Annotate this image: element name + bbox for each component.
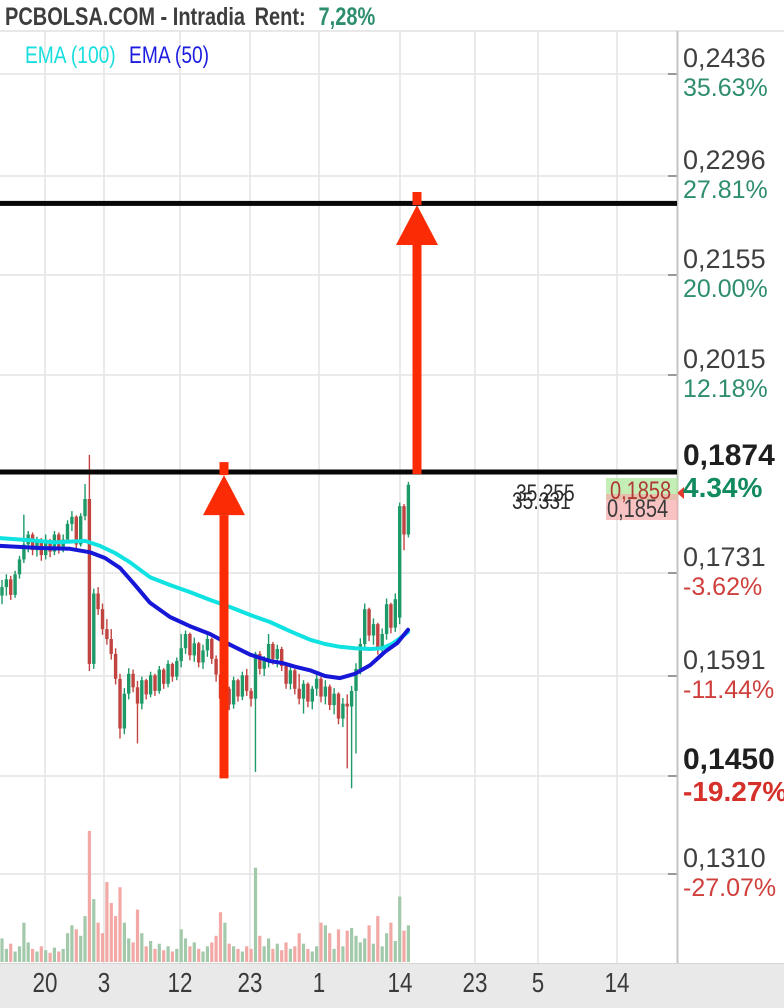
resistance-lines [0,200,677,475]
volume-bars [0,831,410,963]
rent-value: 7,28% [318,3,376,31]
y-axis-percent-label: -27.07% [683,874,777,902]
page-title: PCBOLSA.COM - Intradia [5,3,246,31]
y-axis-percent-label: 12.18% [683,375,768,403]
bid-price-highlight [606,494,678,520]
ask-size-label: 35.255 [516,480,575,507]
y-axis-price-label: 0,1874 [683,439,775,472]
ask-price-label: 0,1858 [610,477,672,505]
y-axis-price-label: 0,1310 [683,843,766,873]
chart-title-bar: PCBOLSA.COM - Intradia Rent: 7,28% [5,3,375,32]
x-axis-label: 20 [32,967,58,998]
x-axis-label: 23 [237,967,263,998]
rent-label: Rent: [254,3,306,31]
y-axis-price-label: 0,2015 [683,344,766,374]
y-axis-percent-label: 35.63% [683,74,768,102]
y-axis-price-label: 0,1591 [683,645,766,675]
bid-price-label: 0,1854 [607,495,669,523]
y-axis-percent-label: 27.81% [683,176,768,204]
x-axis-strip [0,963,784,1008]
ema100-line [0,536,410,651]
x-axis-label: 14 [387,967,413,998]
x-axis-label: 1 [312,967,326,998]
legend-ema50[interactable]: EMA (50) [129,42,210,69]
bid-size-label: 35.331 [512,488,571,515]
y-axis-percent-label: -11.44% [683,676,775,704]
signal-arrows [203,192,438,779]
y-axis-percent-label: -19.27% [683,776,784,807]
legend-ema100[interactable]: EMA (100) [25,42,116,69]
candles [0,454,411,789]
y-axis-price-label: 0,1731 [683,542,766,572]
y-axis-percent-label: -3.62% [683,573,763,601]
x-axis-label: 3 [97,967,111,998]
chart-legend: EMA (100) EMA (50) [25,42,209,70]
ema50-line [0,543,410,681]
y-axis-percent-label: 4.34% [683,472,763,503]
y-axis-price-label: 0,2296 [683,145,766,175]
price-marker-icon [677,487,684,499]
y-axis-price-label: 0,2436 [683,43,766,73]
x-axis-label: 5 [531,967,545,998]
x-axis-label: 23 [462,967,488,998]
y-axis-price-label: 0,2155 [683,244,766,274]
x-axis-label: 14 [604,967,630,998]
y-axis-percent-label: 20.00% [683,275,768,303]
x-axis-label: 12 [167,967,193,998]
y-axis-price-label: 0,1450 [683,743,775,776]
